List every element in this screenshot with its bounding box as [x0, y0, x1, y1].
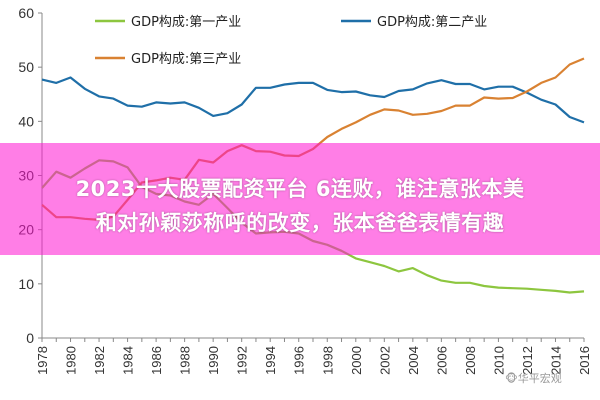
x-tick-label: 2008: [463, 346, 478, 375]
x-tick-label: 1992: [235, 346, 250, 375]
x-tick-label: 1998: [320, 346, 335, 375]
x-tick-label: 2016: [577, 346, 592, 375]
watermark: 🐵华平宏观: [505, 372, 562, 385]
x-tick-label: 2010: [491, 346, 506, 375]
legend-label-1: GDP构成:第一产业: [131, 15, 241, 30]
x-tick-label: 1996: [292, 346, 307, 375]
legend-label-2: GDP构成:第二产业: [377, 15, 487, 30]
x-tick-label: 2006: [434, 346, 449, 375]
x-tick-label: 1988: [178, 346, 193, 375]
x-tick-label: 2002: [377, 346, 392, 375]
x-tick-label: 1980: [64, 346, 79, 375]
x-tick-label: 1994: [263, 346, 278, 375]
x-tick-label: 1990: [206, 346, 221, 375]
y-tick-label: 60: [18, 5, 34, 21]
overlay-banner[interactable]: 2023十大股票配资平台 6连败，谁注意张本美 和对孙颖莎称呼的改变，张本爸爸表…: [0, 143, 600, 255]
x-tick-label: 2000: [349, 346, 364, 375]
y-tick-label: 10: [18, 276, 34, 292]
overlay-headline-line-2: 和对孙颖莎称呼的改变，张本爸爸表情有趣: [95, 211, 505, 235]
x-tick-label: 1982: [92, 346, 107, 375]
x-tick-label: 2004: [406, 346, 421, 375]
legend-label-3: GDP构成:第三产业: [131, 52, 241, 67]
overlay-headline-line-1: 2023十大股票配资平台 6连败，谁注意张本美: [75, 177, 525, 201]
x-tick-label: 2014: [548, 346, 563, 375]
series-line-2: [41, 76, 585, 124]
x-tick-label: 1978: [35, 346, 50, 375]
x-tick-label: 1984: [121, 346, 136, 375]
x-tick-label: 1986: [149, 346, 164, 375]
y-tick-label: 50: [18, 59, 34, 75]
x-tick-label: 2012: [520, 346, 535, 375]
y-tick-label: 40: [18, 113, 34, 129]
y-tick-label: 0: [26, 330, 34, 346]
